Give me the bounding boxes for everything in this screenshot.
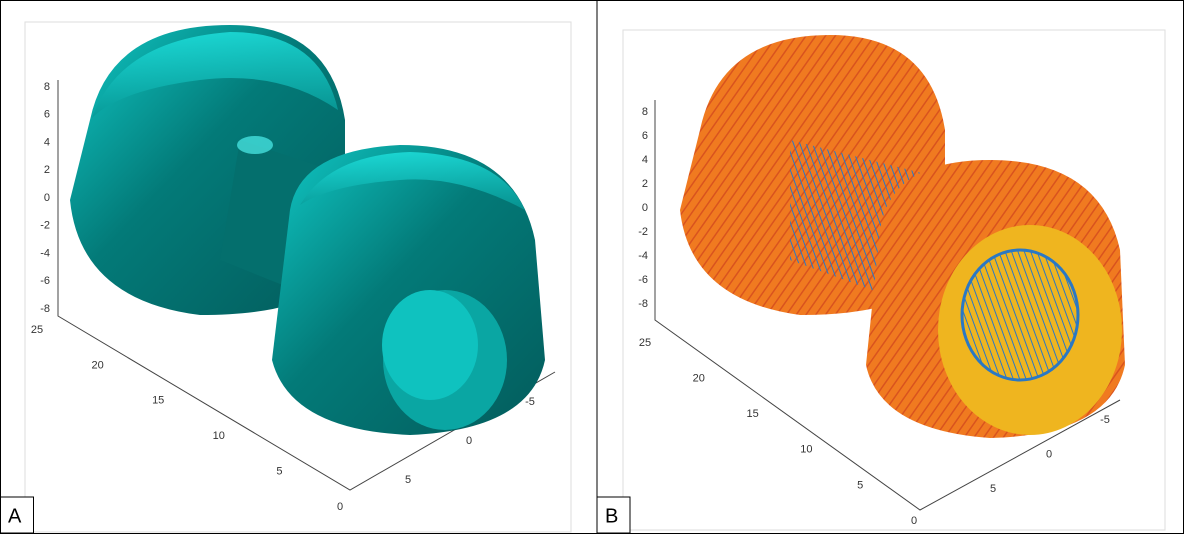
depth-tick-label: 5 xyxy=(276,466,282,478)
z-tick-label: 2 xyxy=(642,178,648,190)
surface-shape xyxy=(680,35,1125,438)
x-tick-label: -5 xyxy=(1100,414,1110,426)
depth-tick-label: 10 xyxy=(800,444,812,456)
z-tick-label: 2 xyxy=(44,164,50,176)
z-tick-label: -6 xyxy=(40,275,50,287)
panel-label: A xyxy=(8,505,22,527)
z-tick-label: 6 xyxy=(642,130,648,142)
z-tick-label: 0 xyxy=(44,192,50,204)
z-tick-label: -4 xyxy=(40,247,50,259)
x-tick-label: 5 xyxy=(990,483,996,495)
z-tick-label: -8 xyxy=(638,298,648,310)
depth-tick-label: 25 xyxy=(639,337,651,349)
x-tick-label: -5 xyxy=(525,396,535,408)
depth-tick-label: 20 xyxy=(693,373,705,385)
z-tick-label: 4 xyxy=(44,136,50,148)
depth-tick-label: 15 xyxy=(152,395,164,407)
panel-label: B xyxy=(605,505,618,527)
depth-tick-label: 0 xyxy=(911,515,917,527)
depth-tick-label: 10 xyxy=(213,430,225,442)
z-tick-label: -6 xyxy=(638,274,648,286)
depth-tick-label: 15 xyxy=(746,408,758,420)
z-tick-label: -8 xyxy=(40,303,50,315)
z-tick-label: 4 xyxy=(642,154,648,166)
z-tick-label: 8 xyxy=(44,81,50,93)
z-tick-label: 6 xyxy=(44,109,50,121)
z-tick-label: -2 xyxy=(638,226,648,238)
x-tick-label: 0 xyxy=(1046,448,1052,460)
depth-tick-label: 20 xyxy=(91,359,103,371)
depth-tick-label: 25 xyxy=(31,324,43,336)
page: A B 86420-2-4-6-82520151050-50586420-2-4… xyxy=(0,0,1184,534)
z-tick-label: 8 xyxy=(642,106,648,118)
x-tick-label: 5 xyxy=(405,474,411,486)
depth-tick-label: 0 xyxy=(337,501,343,513)
surface-shape xyxy=(70,25,545,435)
figure: A B 86420-2-4-6-82520151050-50586420-2-4… xyxy=(0,0,1184,534)
x-tick-label: 0 xyxy=(466,435,472,447)
z-tick-label: 0 xyxy=(642,202,648,214)
z-tick-label: -2 xyxy=(40,220,50,232)
depth-tick-label: 5 xyxy=(857,479,863,491)
z-tick-label: -4 xyxy=(638,250,648,262)
